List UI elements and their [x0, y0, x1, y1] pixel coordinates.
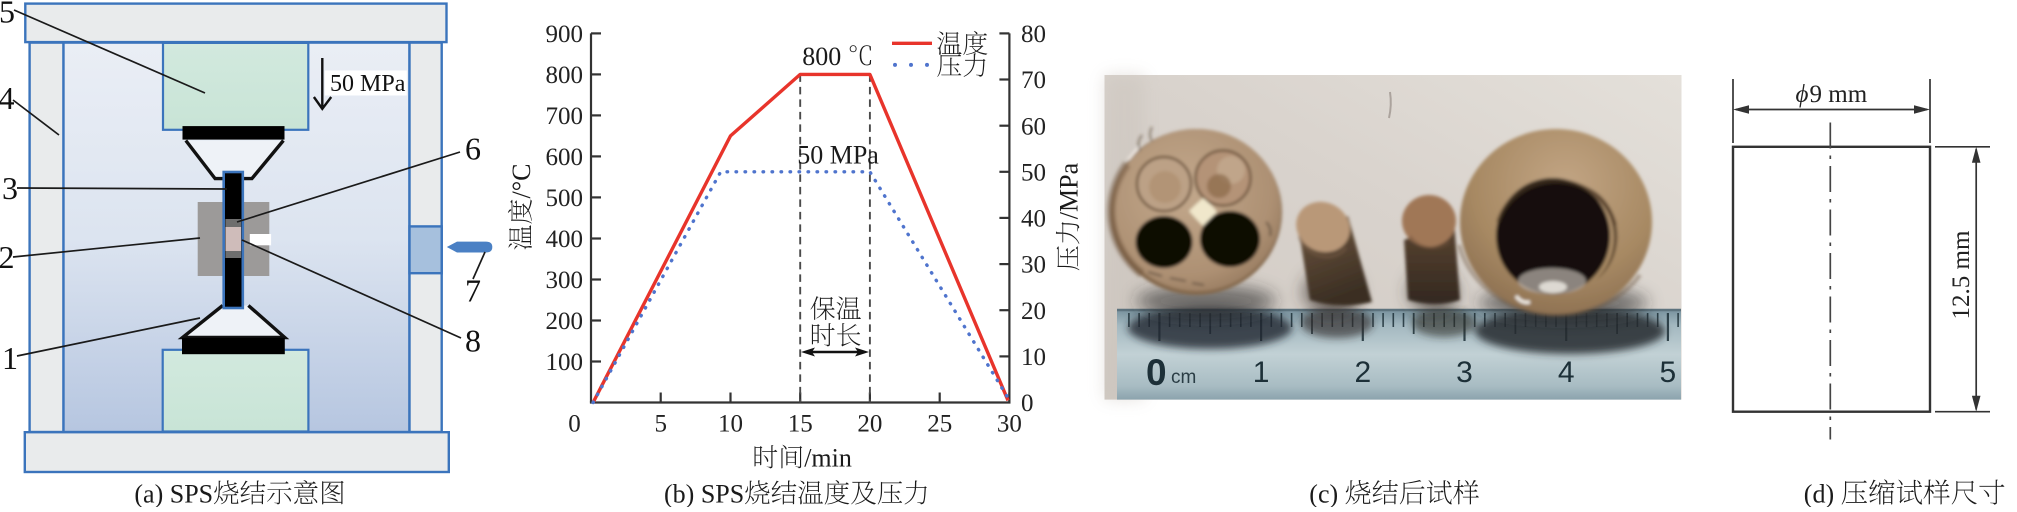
svg-text:0: 0: [1146, 352, 1167, 393]
svg-text:3: 3: [2, 170, 18, 206]
svg-text:7: 7: [465, 273, 481, 309]
svg-text:800: 800: [546, 62, 584, 89]
svg-text:60: 60: [1021, 113, 1046, 140]
svg-text:2: 2: [1354, 356, 1371, 389]
svg-text:30: 30: [997, 411, 1022, 438]
svg-text:20: 20: [857, 411, 882, 438]
svg-text:300: 300: [546, 267, 584, 294]
svg-text:200: 200: [546, 308, 584, 335]
svg-text:50: 50: [1021, 159, 1046, 186]
svg-text:8: 8: [465, 323, 481, 359]
svg-text:50 MPa: 50 MPa: [330, 71, 406, 97]
svg-text:400: 400: [546, 226, 584, 253]
svg-text:9 mm: 9 mm: [1810, 81, 1868, 108]
svg-text:4: 4: [0, 80, 15, 116]
svg-text:10: 10: [718, 411, 743, 438]
svg-text:50 MPa: 50 MPa: [797, 141, 879, 170]
svg-text:600: 600: [546, 144, 584, 171]
svg-text:(a) SPS: (a) SPS: [134, 480, 213, 508]
svg-text:4: 4: [1558, 356, 1575, 389]
svg-text:/MPa: /MPa: [1055, 162, 1084, 219]
svg-text:0: 0: [1021, 390, 1034, 417]
svg-text:1: 1: [2, 340, 18, 376]
svg-text:700: 700: [546, 103, 584, 130]
svg-text:20: 20: [1021, 298, 1046, 325]
svg-text:5: 5: [1660, 356, 1677, 389]
svg-text:cm: cm: [1171, 367, 1196, 388]
svg-text:12.5 mm: 12.5 mm: [1948, 230, 1975, 319]
svg-text:(c): (c): [1309, 480, 1338, 508]
svg-text:500: 500: [546, 185, 584, 212]
svg-text:10: 10: [1021, 344, 1046, 371]
svg-text:900: 900: [546, 21, 584, 48]
svg-text:15: 15: [788, 411, 813, 438]
svg-text:/min: /min: [804, 444, 852, 473]
svg-text:(b) SPS: (b) SPS: [664, 480, 744, 508]
svg-text:25: 25: [927, 411, 952, 438]
svg-text:100: 100: [546, 349, 584, 376]
svg-text:70: 70: [1021, 67, 1046, 94]
svg-text:800: 800: [802, 42, 841, 71]
svg-text:40: 40: [1021, 206, 1046, 233]
svg-text:/°C: /°C: [507, 164, 536, 199]
svg-text:5: 5: [0, 0, 15, 29]
svg-text:0: 0: [568, 411, 581, 438]
svg-text:1: 1: [1253, 356, 1270, 389]
svg-text:ϕ: ϕ: [1796, 81, 1809, 108]
svg-text:30: 30: [1021, 252, 1046, 279]
svg-text:80: 80: [1021, 21, 1046, 48]
svg-text:(d): (d): [1804, 480, 1834, 508]
svg-text:6: 6: [465, 131, 481, 167]
svg-text:5: 5: [654, 411, 667, 438]
svg-text:3: 3: [1456, 356, 1473, 389]
svg-text:2: 2: [0, 239, 15, 275]
